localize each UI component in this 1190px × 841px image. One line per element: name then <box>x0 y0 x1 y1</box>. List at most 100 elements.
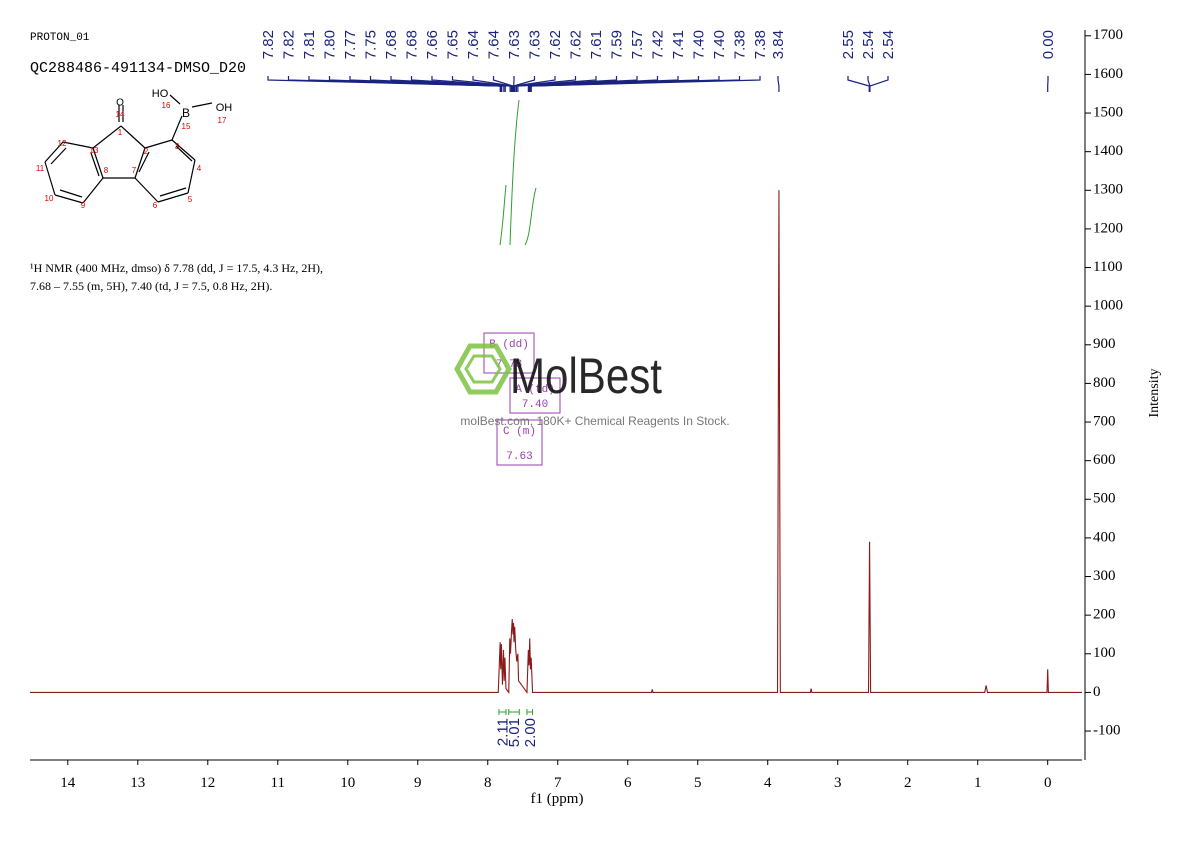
atom-label: O <box>116 98 124 109</box>
atom-label: OH <box>216 102 233 114</box>
y-tick-label: 900 <box>1093 336 1116 352</box>
atom-label: 3 <box>175 142 180 151</box>
y-tick-label: 300 <box>1093 568 1116 584</box>
peak-label: 7.66 <box>424 30 441 59</box>
x-tick-label: 13 <box>130 775 145 791</box>
atom-label: 14 <box>116 110 125 119</box>
x-tick-label: 0 <box>1044 775 1052 791</box>
atom-label: 1 <box>118 128 123 137</box>
peak-label: 7.40 <box>691 30 708 59</box>
atom-label: 5 <box>188 195 193 204</box>
peak-label: 7.57 <box>629 30 646 59</box>
peak-label: 7.63 <box>506 30 523 59</box>
atom-label: 2 <box>144 147 149 156</box>
peak-label: 7.65 <box>445 30 462 59</box>
peak-label: 7.62 <box>568 30 585 59</box>
y-tick-label: 1500 <box>1093 104 1123 120</box>
peak-connector <box>530 76 761 92</box>
atom-label: 15 <box>182 122 191 131</box>
multiplet-box <box>496 419 543 466</box>
atom-label: 8 <box>104 166 109 175</box>
integral-curves <box>499 99 537 246</box>
peak-connector <box>517 76 638 92</box>
spectrum-line <box>30 190 1082 695</box>
peak-label: 7.42 <box>650 30 667 59</box>
peak-connector <box>369 76 506 92</box>
peak-label: 2.54 <box>880 30 897 59</box>
x-tick-label: 2 <box>904 775 912 791</box>
peak-label: 7.38 <box>732 30 749 59</box>
x-tick-label: 10 <box>340 775 355 791</box>
peak-label: 7.81 <box>301 30 318 59</box>
sample-name: QC288486-491134-DMSO_D20 <box>30 60 246 77</box>
peak-connector <box>451 76 513 92</box>
y-tick-label: 400 <box>1093 529 1116 545</box>
watermark-logo: MolBest <box>510 348 662 404</box>
y-tick-label: 1000 <box>1093 298 1123 314</box>
atom-label: 7 <box>132 166 137 175</box>
atom-label: 10 <box>45 194 54 203</box>
peak-label: 2.54 <box>860 30 877 59</box>
x-tick-label: 1 <box>974 775 982 791</box>
x-tick-label: 12 <box>200 775 215 791</box>
x-tick-label: 7 <box>554 775 562 791</box>
logo-hexagon <box>454 343 512 395</box>
peak-label: 7.62 <box>547 30 564 59</box>
peak-connector <box>492 76 514 92</box>
peak-label: 7.77 <box>342 30 359 59</box>
y-tick-label: 600 <box>1093 452 1116 468</box>
integral-label: 2.00 <box>522 718 539 747</box>
peak-connector <box>513 76 577 92</box>
y-tick-label: 700 <box>1093 413 1116 429</box>
peak-connector <box>431 76 513 92</box>
integral-label: 2.11 <box>494 718 511 746</box>
structure <box>44 94 213 204</box>
y-axis-title: Intensity <box>1147 369 1162 418</box>
peak-connector <box>410 76 511 92</box>
x-tick-label: 5 <box>694 775 702 791</box>
y-tick-label: 1300 <box>1093 182 1123 198</box>
y-tick-label: 800 <box>1093 375 1116 391</box>
nmr-description: ¹H NMR (400 MHz, dmso) δ 7.78 (dd, J = 1… <box>30 261 323 275</box>
peak-label: 7.40 <box>711 30 728 59</box>
atom-label: 16 <box>162 101 171 110</box>
multiplet-shift: 7.40 <box>522 399 548 411</box>
multiplet-name: A (td) <box>515 384 555 396</box>
peak-connector <box>514 76 597 92</box>
peak-label: 7.75 <box>363 30 380 59</box>
x-tick-label: 11 <box>271 775 285 791</box>
x-tick-label: 6 <box>624 775 632 791</box>
peak-label: 2.55 <box>840 30 857 59</box>
atom-label: B <box>182 106 190 120</box>
peak-label: 7.82 <box>281 30 298 59</box>
x-tick-label: 3 <box>834 775 842 791</box>
peak-label: 7.64 <box>465 30 482 59</box>
peak-label: 7.82 <box>260 30 277 59</box>
atom-label: 13 <box>90 146 99 155</box>
multiplet-box <box>509 377 561 414</box>
y-tick-label: 1400 <box>1093 143 1123 159</box>
atom-label: 4 <box>197 164 202 173</box>
atom-label: 6 <box>153 201 158 210</box>
peak-label: 3.84 <box>770 30 787 59</box>
y-tick-label: 0 <box>1093 684 1101 700</box>
x-tick-label: 14 <box>60 775 76 791</box>
y-tick-label: 1100 <box>1093 259 1122 275</box>
y-tick-label: -100 <box>1093 722 1121 738</box>
peak-label: 7.68 <box>383 30 400 59</box>
peak-label: 7.68 <box>404 30 421 59</box>
y-tick-label: 1700 <box>1093 27 1123 43</box>
peak-label: 7.64 <box>486 30 503 59</box>
atom-label: 12 <box>58 139 67 148</box>
peak-connector <box>513 76 536 92</box>
multiplet-shift: 7.63 <box>506 451 532 463</box>
atom-label: 11 <box>36 164 45 173</box>
atom-label: 9 <box>81 201 86 210</box>
peak-label: 7.63 <box>527 30 544 59</box>
x-tick-label: 8 <box>484 775 492 791</box>
peak-label: 7.41 <box>670 30 687 59</box>
atom-label: 17 <box>218 116 227 125</box>
integral-bracket <box>526 709 534 715</box>
